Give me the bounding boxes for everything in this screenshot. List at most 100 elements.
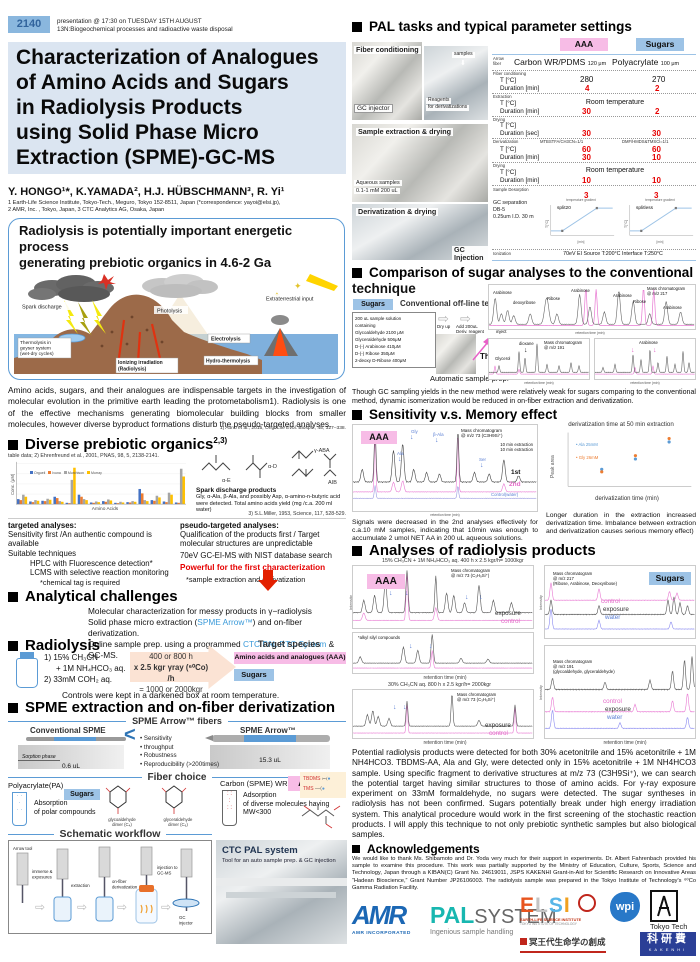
rt-axis-label: retention time (min) bbox=[423, 675, 467, 681]
tokyo-tech-logo: Tokyo Tech bbox=[650, 890, 687, 931]
blue-down-arrow-icon: ↓ bbox=[480, 462, 484, 469]
spark-burst bbox=[98, 274, 116, 290]
mz73-title-2: @ m/z 73 (C₃H₉Si⁺) bbox=[457, 697, 496, 702]
section-diverse-prebiotic-organics: Diverse prebiotic organics2,3) bbox=[8, 437, 227, 452]
box-line-4: Glyceraldehyde 506μM bbox=[355, 337, 402, 342]
chemical-tag-note: *chemical tag is required bbox=[40, 578, 120, 587]
workflow-box: Arrow tool ⇨ ⇨ ⇨ ⇨ immerse & exposures extr… bbox=[8, 840, 212, 934]
label-ionizing-1: Ionizing irradiation bbox=[118, 360, 163, 366]
affiliation-2: 2 AMR, Inc. , Tokyo, Japan, 3 CTC Analyt… bbox=[8, 207, 165, 213]
photo-sample-extraction: Sample extraction & drying Aqueous sampl… bbox=[352, 124, 488, 202]
ramp-chart-split20 bbox=[545, 202, 617, 240]
bar-xlabel: Amino Acids bbox=[91, 507, 119, 512]
section-analytical-challenges: Analytical challenges bbox=[8, 589, 178, 604]
rt-axis-label: retention time (min) bbox=[603, 740, 647, 746]
gc-separation-3: 0.25um I.D. 30 m bbox=[493, 214, 534, 220]
polyacrylate-label: Polyacrylate(PA) bbox=[8, 781, 64, 790]
ionization-label: Ionization bbox=[493, 251, 511, 256]
box-line-2: containing bbox=[355, 323, 376, 328]
label-thermolysis-1: Thermolysis in bbox=[20, 340, 51, 346]
early-earth-illustration: ✦ ✦ Spark discharge Photolysis Extraterr… bbox=[14, 274, 338, 374]
ctc-pal-photo: CTC PAL system Tool for an auto sample p… bbox=[216, 840, 347, 944]
photo-label-fiber-conditioning: Fiber conditioning bbox=[354, 45, 421, 55]
fc-d-aaa: 4 bbox=[585, 84, 590, 93]
label-extraterrestrial-input: Extraterrestrial input bbox=[266, 296, 314, 302]
elsi-logo: ELSI EARTH-LIFE SCIENCE INSTITUTE TOKYO … bbox=[520, 894, 581, 926]
sensitivity-caption-right: Longer duration in the extraction increa… bbox=[546, 512, 696, 535]
section-bullet-icon bbox=[8, 702, 18, 713]
title-line-2: of Amino Acids and Sugars bbox=[16, 71, 289, 94]
legend-gly: • Gly 26mM bbox=[576, 455, 599, 460]
targeted-analyses-title: targeted analyses: bbox=[8, 521, 77, 530]
section-bullet-icon bbox=[352, 21, 362, 32]
auto-sample-prep-label: Automatic sample prep. bbox=[430, 374, 509, 383]
splitless-label: splitless bbox=[636, 206, 654, 211]
session-time: presentation @ 17:30 on TUESDAY 15TH AUG… bbox=[57, 18, 202, 25]
water-label: water bbox=[605, 614, 621, 621]
section-radiolysis: Radiolysis bbox=[8, 638, 100, 653]
water-label: water bbox=[607, 714, 623, 721]
volcano bbox=[264, 315, 298, 356]
t-label: T [°C] bbox=[500, 100, 517, 107]
arrow-fiber-label1: Arrow bbox=[493, 56, 504, 61]
ramp-xlabel: [min] bbox=[656, 240, 664, 244]
split20-label: split20 bbox=[557, 206, 571, 211]
blue-down-arrow-icon: ↓ bbox=[405, 590, 409, 597]
dry2-d-sugars: 10 bbox=[652, 176, 661, 185]
comparison-caption: Though GC sampling yields in the new met… bbox=[352, 388, 696, 405]
glycoaldehyde-dimer-label1: glycoaldehyde bbox=[108, 817, 136, 822]
pseudo-targeted-text: Qualification of the products first / Ta… bbox=[180, 530, 320, 549]
fc-t-sugars: 270 bbox=[652, 75, 666, 84]
pa-absorption-2: of polar compounds bbox=[34, 808, 96, 816]
blue-down-arrow-icon: ↓ bbox=[410, 434, 414, 441]
sensitivity-chromatogram: AAA Gly ↓ β-Ala ↓ Ala ↓ Ser ↓ Mass chrom… bbox=[352, 424, 538, 512]
section-title: Radiolysis bbox=[25, 637, 101, 654]
svg-text:⇨: ⇨ bbox=[77, 900, 87, 914]
section-title: Sensitivity v.s. Memory effect bbox=[369, 407, 558, 422]
chrom2-title-2: @ m/z 191 bbox=[544, 345, 565, 350]
pal-system-logo: PALSYSTEM Ingenious sample handling bbox=[430, 902, 557, 936]
abstract-number-badge: 2140 bbox=[8, 16, 50, 33]
photo-label-gc-injector: GC injector bbox=[354, 104, 393, 114]
wf-gc-2: injector bbox=[179, 921, 193, 926]
conventional-fiber-icon bbox=[26, 737, 126, 741]
carbon-wr-label: Carbon (SPME) WR bbox=[220, 779, 288, 788]
photo-label-derivatization: Derivatization & drying bbox=[356, 207, 439, 217]
gc-ramp-sugars: temperature gradient splitless T[°C] [mi… bbox=[624, 198, 696, 246]
duration-min-label: Duration [min] bbox=[500, 154, 540, 161]
photo-samples-reagents: samples ⬇ Reagents for derivatizations bbox=[424, 46, 488, 120]
mz217-title-3: (Ribose, Arabinose, Deoxyribose) bbox=[553, 581, 618, 586]
session-track: 13N:Biogeochemical processes and radioac… bbox=[57, 26, 233, 33]
peak-label: Arabinose bbox=[663, 305, 682, 310]
pal-system-logo-text: PALSYSTEM bbox=[430, 902, 557, 928]
section-title: Analyses of radiolysis products bbox=[369, 542, 596, 559]
tokyo-tech-window-icon bbox=[650, 890, 678, 922]
gc-separation-2: DB-5 bbox=[493, 207, 506, 213]
ctc-pal-subtitle: Tool for an auto sample prep. & GC injec… bbox=[222, 858, 336, 864]
scatter-xlabel: derivatization time (min) bbox=[595, 496, 659, 502]
title-line-1: Characterization of Analogues bbox=[16, 46, 319, 69]
elsi-name-line: EARTH-LIFE SCIENCE INSTITUTE bbox=[520, 918, 582, 922]
pal-aaa-badge: AAA bbox=[560, 38, 608, 51]
landmass bbox=[14, 294, 262, 374]
authors: Y. HONGO¹*, K.YAMADA², H.J. HÜBSCHMANN³,… bbox=[8, 186, 285, 198]
derivatization-scatter bbox=[560, 430, 694, 494]
deriv-reagent-aaa: MTBSTFA/CH3CN=1/1 bbox=[540, 139, 584, 144]
sample-solution-box: 200 uL sample solution containing Glycoa… bbox=[352, 312, 436, 368]
hadean-mark-icon bbox=[520, 938, 527, 945]
t-label: T [°C] bbox=[500, 146, 517, 153]
challenge-line-2: Solid phase micro extraction (SPME Arrow… bbox=[88, 617, 302, 638]
kakenhi-logo: 科研費 KAKENHI bbox=[640, 932, 696, 956]
title-line-3: in Radiolysis Products bbox=[16, 96, 243, 119]
photo-label-aqueous-1: Aqueous samples bbox=[354, 180, 402, 187]
struct-label-gABA: γ-ABA bbox=[314, 448, 330, 454]
control-label: control bbox=[501, 618, 520, 625]
second-run-label: 2nd bbox=[509, 481, 521, 488]
ionization-detail: 70eV EI Source T:200°C Interface T:250°C bbox=[563, 251, 663, 257]
exposure-label: exposure bbox=[605, 706, 631, 713]
mz73-title-1: Mass chromatogram bbox=[457, 692, 497, 697]
wf-deriv-2: derivatization bbox=[112, 885, 138, 890]
peak-label: Ribose bbox=[633, 299, 647, 304]
wf-extraction: extraction bbox=[71, 883, 90, 888]
